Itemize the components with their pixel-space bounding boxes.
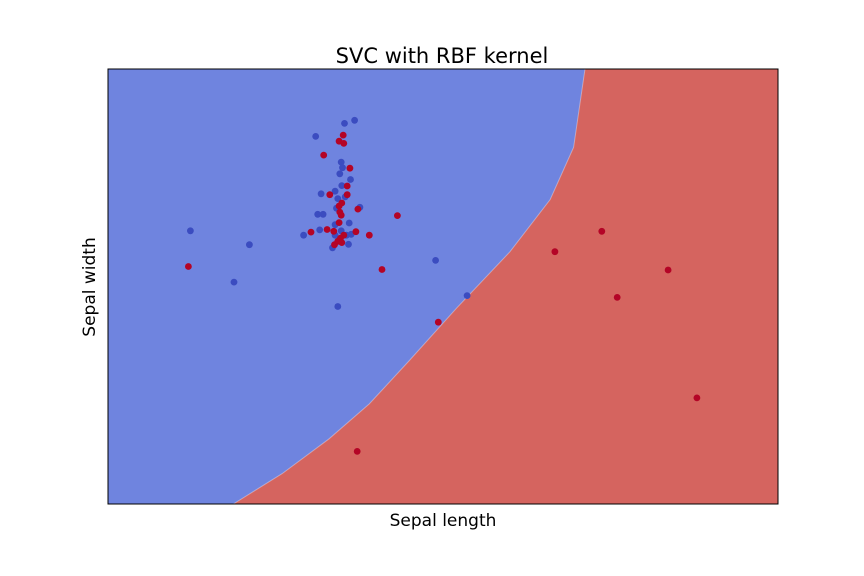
data-point-class-0-3 xyxy=(337,158,345,166)
data-point-class-1-16 xyxy=(307,228,315,236)
decision-region-class-0 xyxy=(108,69,585,504)
decision-boundary xyxy=(233,69,586,504)
data-point-class-0-4 xyxy=(339,164,346,172)
data-point-class-1-19 xyxy=(365,231,373,239)
data-point-class-0-9 xyxy=(317,190,325,198)
data-point-class-0-30 xyxy=(463,292,471,299)
data-point-class-1-7 xyxy=(343,191,351,199)
data-point-class-0-14 xyxy=(319,210,327,218)
data-point-class-0-26 xyxy=(345,240,352,248)
data-point-class-0-15 xyxy=(314,210,322,218)
data-point-class-0-7 xyxy=(338,182,346,190)
data-points xyxy=(185,116,701,455)
data-point-class-0-25 xyxy=(246,241,253,249)
data-point-class-1-18 xyxy=(352,228,360,236)
data-point-class-0-2 xyxy=(312,133,320,140)
data-point-class-1-13 xyxy=(337,211,345,219)
data-point-class-1-32 xyxy=(693,394,701,402)
data-point-class-0-24 xyxy=(187,227,194,235)
plot-area xyxy=(107,68,779,505)
data-point-class-0-29 xyxy=(230,278,238,286)
data-point-class-0-0 xyxy=(351,116,358,124)
x-axis-label: Sepal length xyxy=(390,511,497,531)
data-point-class-0-20 xyxy=(300,231,307,239)
data-point-class-1-14 xyxy=(335,219,343,227)
data-point-class-0-1 xyxy=(341,120,348,127)
data-point-class-1-0 xyxy=(339,131,347,139)
data-point-class-1-2 xyxy=(340,140,348,147)
data-point-class-0-6 xyxy=(347,176,354,183)
data-point-class-1-27 xyxy=(434,318,442,326)
data-point-class-1-17 xyxy=(330,227,338,235)
data-point-class-0-11 xyxy=(334,195,342,203)
data-point-class-1-12 xyxy=(394,212,401,220)
data-point-class-0-5 xyxy=(336,170,344,178)
plot-frame xyxy=(107,68,779,505)
data-point-class-1-30 xyxy=(664,266,672,274)
data-point-class-1-24 xyxy=(331,241,338,249)
data-point-class-0-16 xyxy=(345,219,353,227)
data-point-class-1-25 xyxy=(185,263,192,270)
data-point-class-0-31 xyxy=(334,303,342,310)
data-point-class-1-28 xyxy=(551,248,559,256)
data-point-class-1-5 xyxy=(343,182,351,190)
data-point-class-0-28 xyxy=(432,257,439,264)
data-point-class-0-18 xyxy=(316,226,324,234)
y-axis-label: Sepal width xyxy=(80,237,100,336)
data-point-class-1-4 xyxy=(346,164,354,172)
data-point-class-1-23 xyxy=(338,239,346,247)
data-point-class-1-9 xyxy=(335,202,343,210)
data-point-class-1-26 xyxy=(378,266,386,273)
data-point-class-1-31 xyxy=(613,294,621,301)
data-point-class-1-33 xyxy=(353,448,361,455)
data-point-class-1-29 xyxy=(598,227,606,235)
data-point-class-0-8 xyxy=(331,187,339,195)
data-point-class-1-15 xyxy=(323,226,331,233)
data-point-class-1-6 xyxy=(326,191,334,199)
data-point-class-1-3 xyxy=(320,151,328,159)
data-point-class-1-10 xyxy=(354,205,362,213)
chart-title: SVC with RBF kernel xyxy=(336,44,549,68)
